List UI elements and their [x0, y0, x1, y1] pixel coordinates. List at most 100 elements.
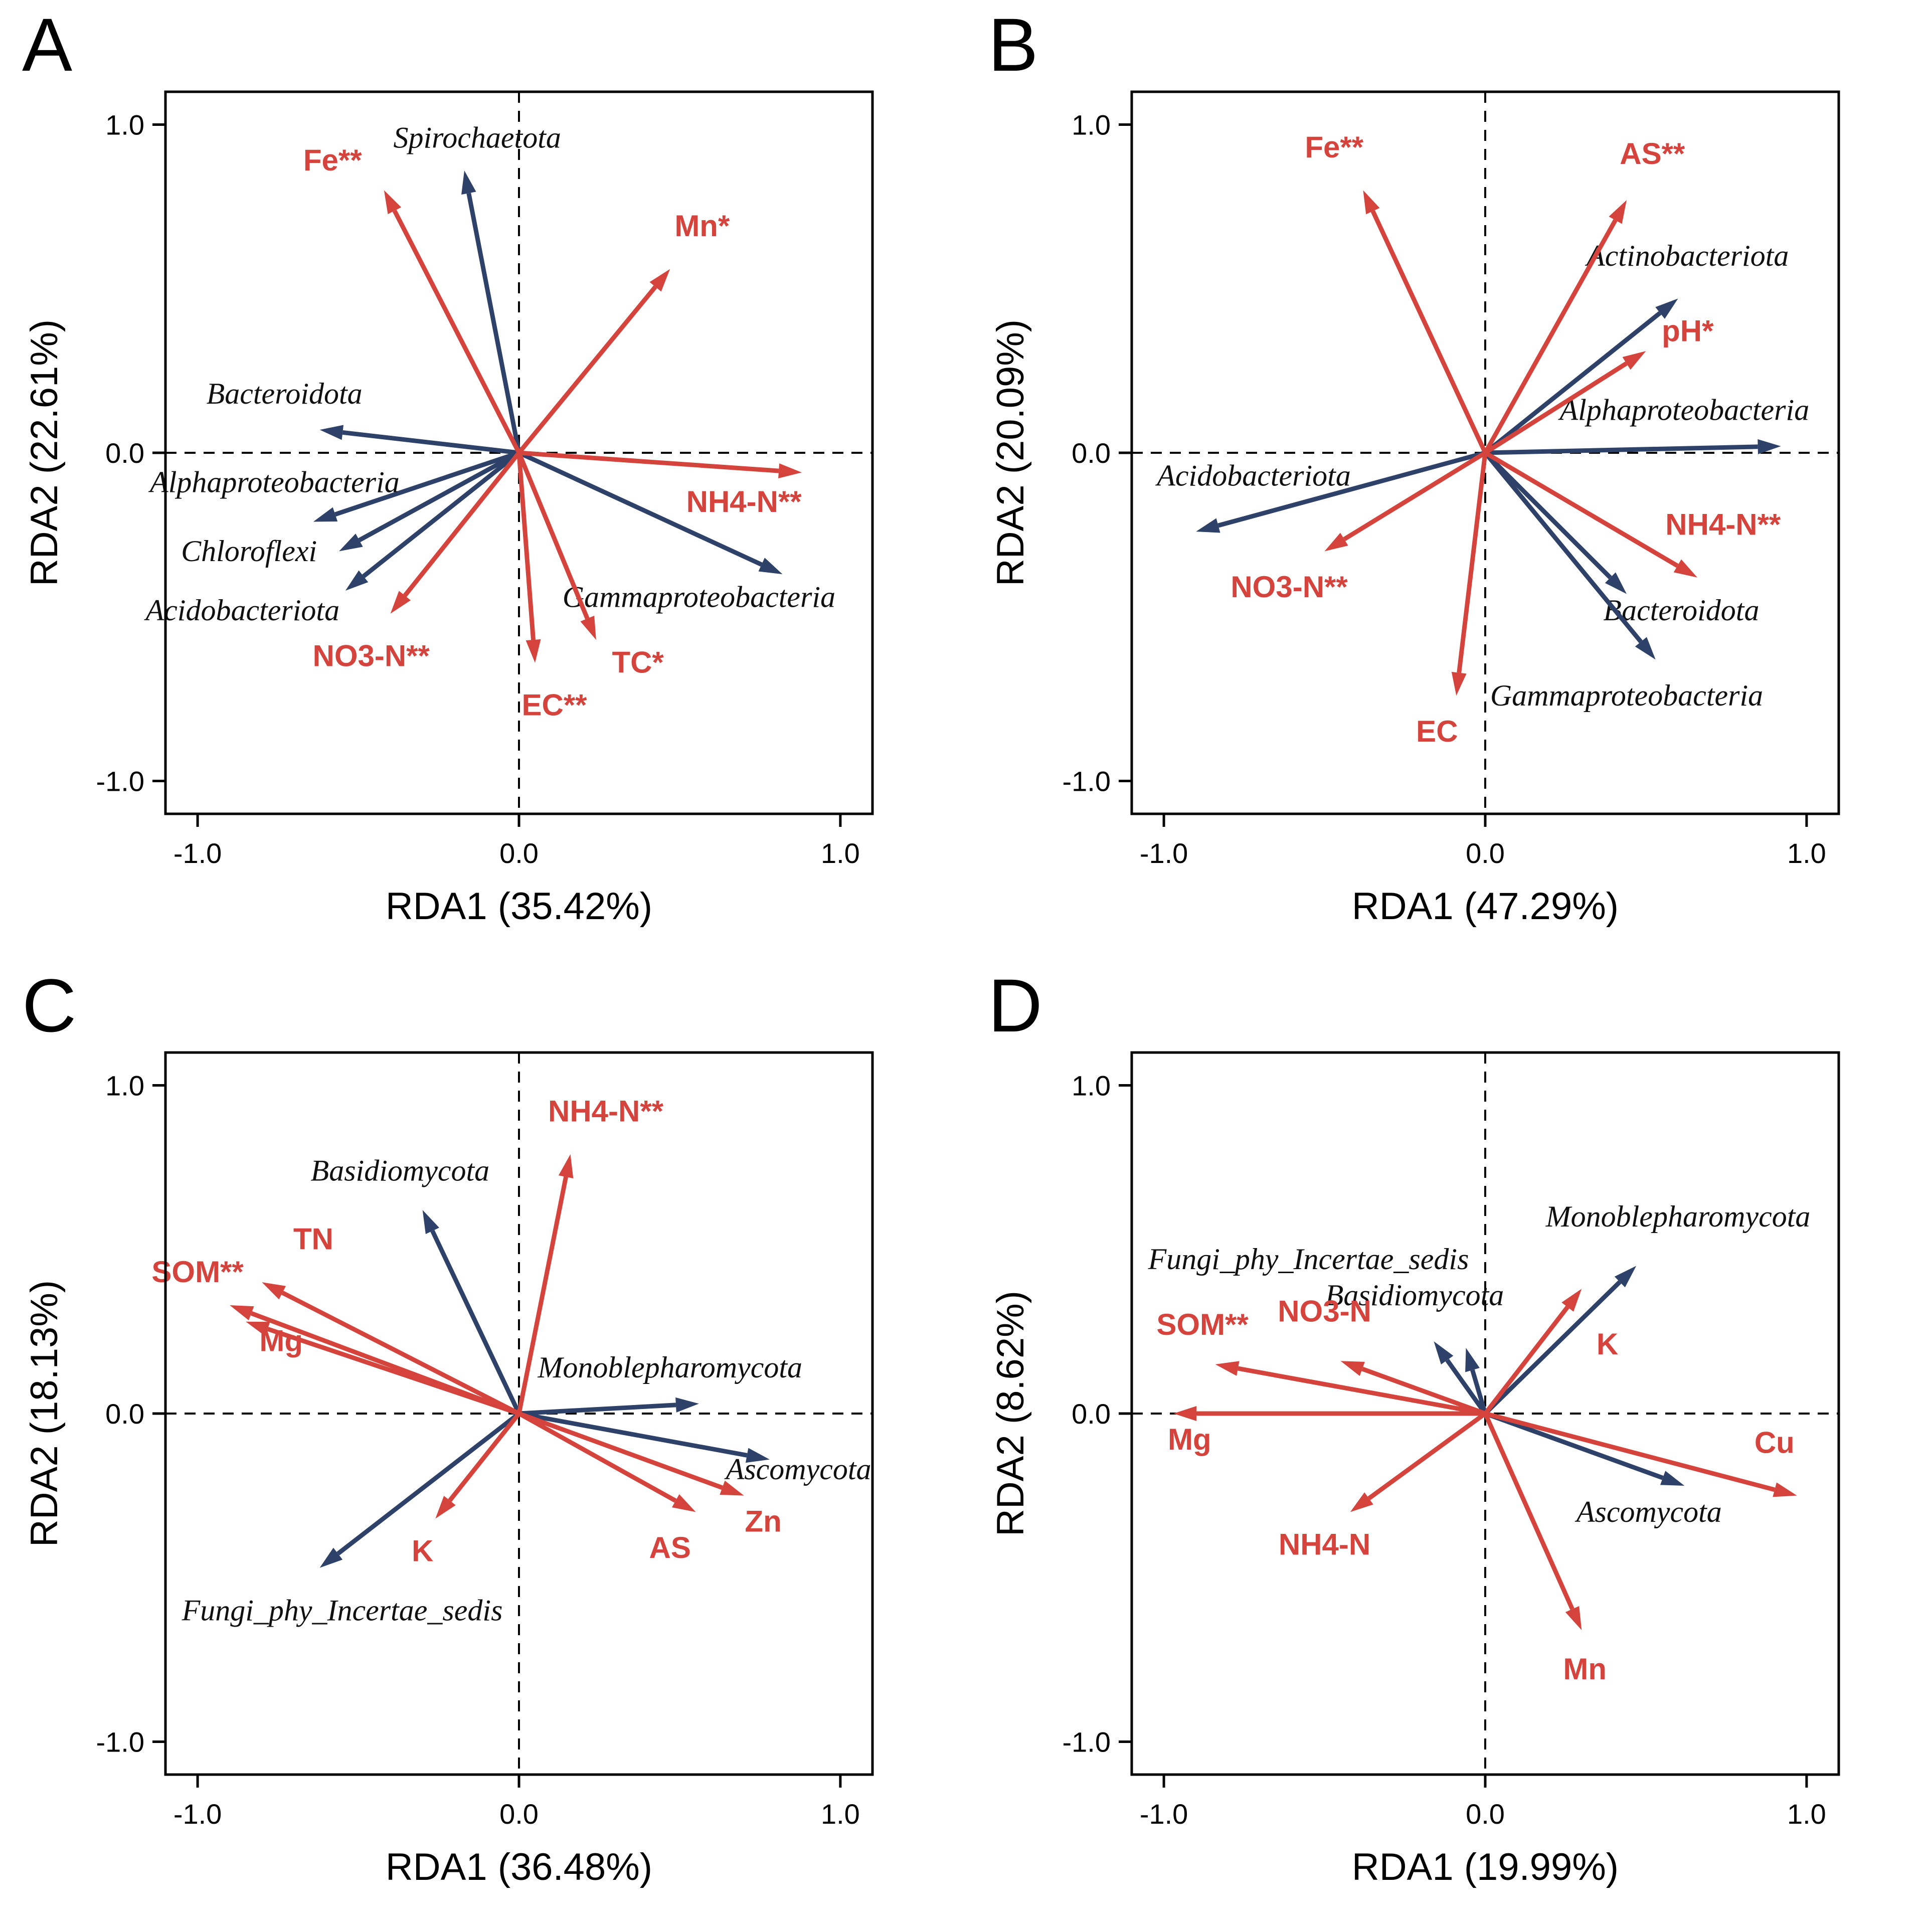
- rda-panel-plot: Basidiomycota Monoblepharomycota Ascomycot…: [20, 1040, 938, 1925]
- y-axis-label: RDA2 (22.61%): [23, 319, 66, 586]
- taxa-vector-label: Spirochaetota: [393, 121, 561, 154]
- taxa-vector-label: Bacteroidota: [1603, 594, 1759, 627]
- env-vector: SOM**: [1156, 1308, 1486, 1416]
- taxa-vector: Basidiomycota: [1325, 1279, 1504, 1415]
- y-tick-label: -1.0: [96, 1726, 145, 1758]
- env-vector-label: AS**: [1620, 137, 1685, 170]
- arrow-shaft: [342, 430, 519, 455]
- taxa-vector: Alphaproteobacteria: [1485, 394, 1809, 455]
- arrow-shaft: [1483, 311, 1661, 455]
- env-vector: Zn: [518, 1411, 782, 1538]
- arrow-head: [1622, 351, 1646, 370]
- env-vector-label: AS: [649, 1531, 691, 1564]
- env-vector-label: Mg: [1168, 1423, 1211, 1456]
- y-tick-label: 1.0: [105, 1070, 144, 1101]
- arrow-shaft: [518, 450, 779, 473]
- x-tick-label: 1.0: [821, 837, 860, 869]
- arrow-head: [1433, 1341, 1453, 1365]
- arrow-shaft: [1445, 1358, 1487, 1415]
- arrow-shaft: [1342, 451, 1486, 542]
- arrow-shaft: [1237, 1366, 1486, 1416]
- arrow-head: [1757, 439, 1781, 454]
- env-vector-label: K: [412, 1534, 433, 1568]
- arrow-shaft: [1361, 1366, 1486, 1416]
- arrow-head: [230, 1305, 254, 1321]
- env-vector: Fe**: [1305, 130, 1487, 454]
- arrow-head: [1465, 1348, 1480, 1372]
- x-axis-label: RDA1 (47.29%): [1351, 885, 1618, 928]
- env-vector-label: NO3-N**: [312, 639, 430, 672]
- taxa-vector: Ascomycota: [518, 1411, 871, 1486]
- taxa-vector-label: Acidobacteriota: [144, 594, 340, 627]
- arrow-shaft: [1484, 1411, 1664, 1480]
- taxa-vector: Gammaproteobacteria: [1483, 451, 1763, 712]
- taxa-vector: Basidiomycota: [311, 1154, 521, 1415]
- taxa-vector-label: Basidiomycota: [311, 1154, 490, 1187]
- arrow-head: [246, 1321, 270, 1336]
- env-vector: NH4-N**: [516, 1094, 664, 1414]
- arrow-head: [778, 463, 802, 479]
- taxa-vector: Monoblepharomycota: [518, 1351, 802, 1416]
- x-axis-label: RDA1 (19.99%): [1351, 1846, 1618, 1888]
- arrow-shaft: [516, 1176, 569, 1414]
- taxa-vector-label: Monoblepharomycota: [537, 1351, 802, 1384]
- arrow-head: [1605, 572, 1627, 594]
- arrow-shaft: [1483, 219, 1617, 454]
- arrow-shaft: [281, 1291, 520, 1416]
- env-vector: Fe**: [303, 143, 521, 454]
- arrow-shaft: [336, 1412, 520, 1556]
- taxa-vector-label: Monoblepharomycota: [1545, 1200, 1810, 1233]
- env-vector: K: [1483, 1289, 1618, 1415]
- taxa-vector-label: Fungi_phy_Incertae_sedis: [1147, 1243, 1469, 1276]
- panel-B: B Actinobacteriota Alphaproteobacteria Aci…: [966, 0, 1932, 961]
- env-vector: Mn: [1483, 1413, 1607, 1686]
- env-vector: EC**: [516, 452, 587, 722]
- arrow-head: [1350, 1492, 1373, 1512]
- env-vector-label: Fe**: [1305, 130, 1363, 164]
- y-axis-label: RDA2 (18.13%): [23, 1280, 66, 1547]
- taxa-vector-label: Chloroflexi: [181, 535, 317, 568]
- arrow-head: [720, 1480, 744, 1496]
- arrow-shaft: [1483, 451, 1612, 580]
- env-vector-label: EC: [1416, 715, 1458, 748]
- taxa-vector-label: Basidiomycota: [1325, 1279, 1504, 1312]
- arrow-head: [1173, 1406, 1196, 1421]
- arrow-head: [649, 269, 670, 292]
- arrow-head: [1635, 637, 1656, 660]
- env-vector-label: Fe**: [303, 143, 362, 177]
- env-vector: pH*: [1484, 314, 1714, 455]
- env-vector: NO3-N: [1278, 1295, 1486, 1416]
- arrow-head: [461, 170, 476, 195]
- env-vector: AS: [517, 1412, 696, 1564]
- env-vector-label: Zn: [745, 1505, 781, 1538]
- env-vector-label: Mn*: [674, 209, 730, 243]
- y-axis-label: RDA2 (8.62%): [989, 1291, 1032, 1536]
- taxa-vector: Fungi_phy_Incertae_sedis: [182, 1412, 520, 1627]
- taxa-vector: Actinobacteriota: [1483, 239, 1789, 455]
- y-tick-label: 0.0: [105, 437, 144, 469]
- arrow-head: [1565, 1606, 1582, 1630]
- rda-plot-svg: Basidiomycota Monoblepharomycota Ascomycot…: [23, 1051, 874, 1888]
- env-vector-label: NH4-N**: [548, 1094, 664, 1128]
- x-tick-label: -1.0: [173, 837, 222, 869]
- y-axis-label: RDA2 (20.09%): [989, 319, 1032, 586]
- arrow-shaft: [448, 1412, 521, 1502]
- x-tick-label: 0.0: [499, 837, 539, 869]
- arrow-shaft: [1456, 452, 1487, 673]
- rda-panel-plot: Spirochaetota Bacteroidota Alphaproteobact…: [20, 79, 938, 964]
- y-tick-label: 1.0: [1072, 109, 1111, 140]
- arrow-shaft: [334, 450, 520, 517]
- arrow-shaft: [466, 193, 521, 453]
- arrow-head: [1195, 518, 1220, 533]
- env-vector: Mg: [1168, 1406, 1485, 1456]
- arrow-shaft: [516, 452, 536, 640]
- arrow-shaft: [1485, 444, 1758, 455]
- arrow-head: [390, 591, 411, 614]
- arrow-head: [1362, 190, 1379, 215]
- env-vector-label: TC*: [612, 646, 664, 679]
- x-tick-label: 0.0: [1466, 1798, 1505, 1830]
- rda-panel-plot: Monoblepharomycota Fungi_phy_Incertae_sed…: [986, 1040, 1904, 1925]
- taxa-vector: Bacteroidota: [1483, 451, 1759, 627]
- y-tick-label: -1.0: [96, 766, 145, 797]
- arrow-head: [1608, 200, 1627, 224]
